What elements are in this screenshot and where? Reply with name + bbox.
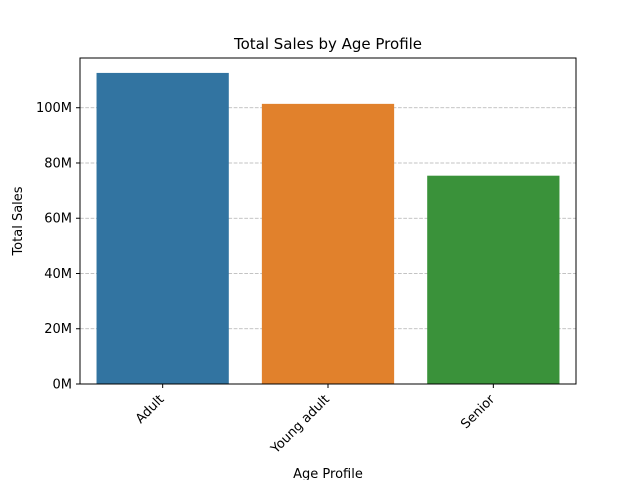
y-tick-label: 80M: [44, 156, 72, 171]
bar: [96, 72, 229, 385]
x-tick-label: Young adult: [268, 392, 333, 457]
y-tick-label: 100M: [36, 101, 72, 116]
y-tick-label: 60M: [44, 212, 72, 227]
x-axis-label: Age Profile: [293, 467, 363, 480]
y-tick-label: 40M: [44, 267, 72, 282]
y-axis-label: Total Sales: [11, 186, 26, 256]
y-tick-label: 0M: [53, 378, 73, 393]
x-tick-label: Senior: [458, 392, 498, 432]
x-tick-label: Adult: [133, 392, 168, 427]
y-axis: 0M 20M 40M 60M 80M 100M: [36, 101, 80, 393]
chart-title: Total Sales by Age Profile: [233, 35, 422, 53]
bar: [427, 175, 560, 384]
bars: [96, 72, 560, 385]
y-tick-label: 20M: [44, 322, 72, 337]
bar: [261, 103, 395, 384]
x-axis: Adult Young adult Senior: [133, 384, 499, 457]
